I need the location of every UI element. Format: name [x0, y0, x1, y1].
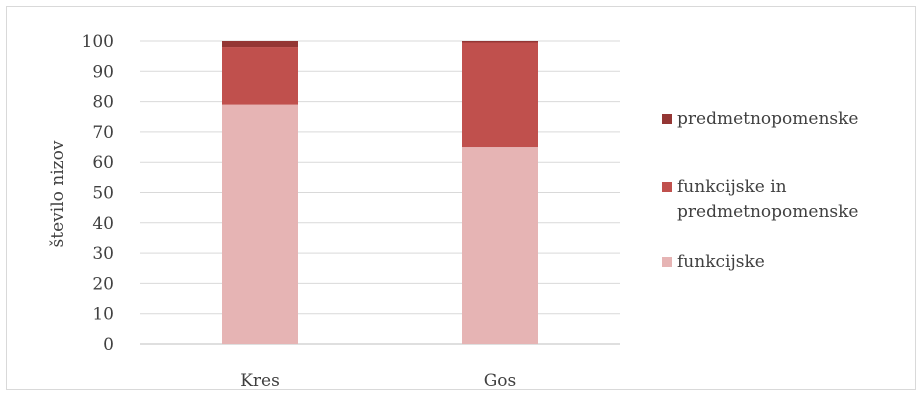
legend-swatch: [662, 114, 672, 124]
bars: [222, 41, 538, 344]
y-tick-label: 10: [92, 305, 114, 325]
x-category-label: Kres: [240, 371, 280, 391]
y-tick-label: 70: [92, 123, 114, 143]
bar-segment: [222, 41, 298, 48]
y-tick-label: 20: [92, 274, 114, 294]
x-category-labels: Kres Gos: [240, 371, 516, 391]
x-category-label: Gos: [484, 371, 517, 391]
legend-swatch: [662, 257, 672, 267]
bar-segment: [462, 41, 538, 43]
y-tick-label: 60: [92, 153, 114, 173]
legend-swatch: [662, 182, 672, 192]
y-tick-label: 90: [92, 62, 114, 82]
y-tick-label: 50: [92, 184, 114, 204]
y-axis-title: število nizov: [48, 140, 68, 247]
bar-segment: [222, 47, 298, 105]
bar-segment: [222, 104, 298, 344]
y-tick-labels: 0 10 20 30 40 50 60 70 80 90 100: [82, 32, 114, 355]
y-tick-label: 30: [92, 244, 114, 264]
legend-label: predmetnopomenske: [677, 202, 858, 222]
y-tick-label: 100: [82, 32, 114, 52]
y-tick-label: 0: [103, 335, 114, 355]
y-tick-label: 40: [92, 214, 114, 234]
legend-label: funkcijske in: [677, 177, 787, 197]
legend-label: predmetnopomenske: [677, 109, 858, 129]
chart-frame: [6, 6, 916, 390]
gridlines: [140, 40, 620, 345]
bar-segment: [462, 147, 538, 344]
y-tick-label: 80: [92, 93, 114, 113]
bar-segment: [462, 42, 538, 148]
legend-label: funkcijske: [677, 252, 765, 272]
legend: predmetnopomenske funkcijske in predmetnop…: [662, 109, 858, 272]
